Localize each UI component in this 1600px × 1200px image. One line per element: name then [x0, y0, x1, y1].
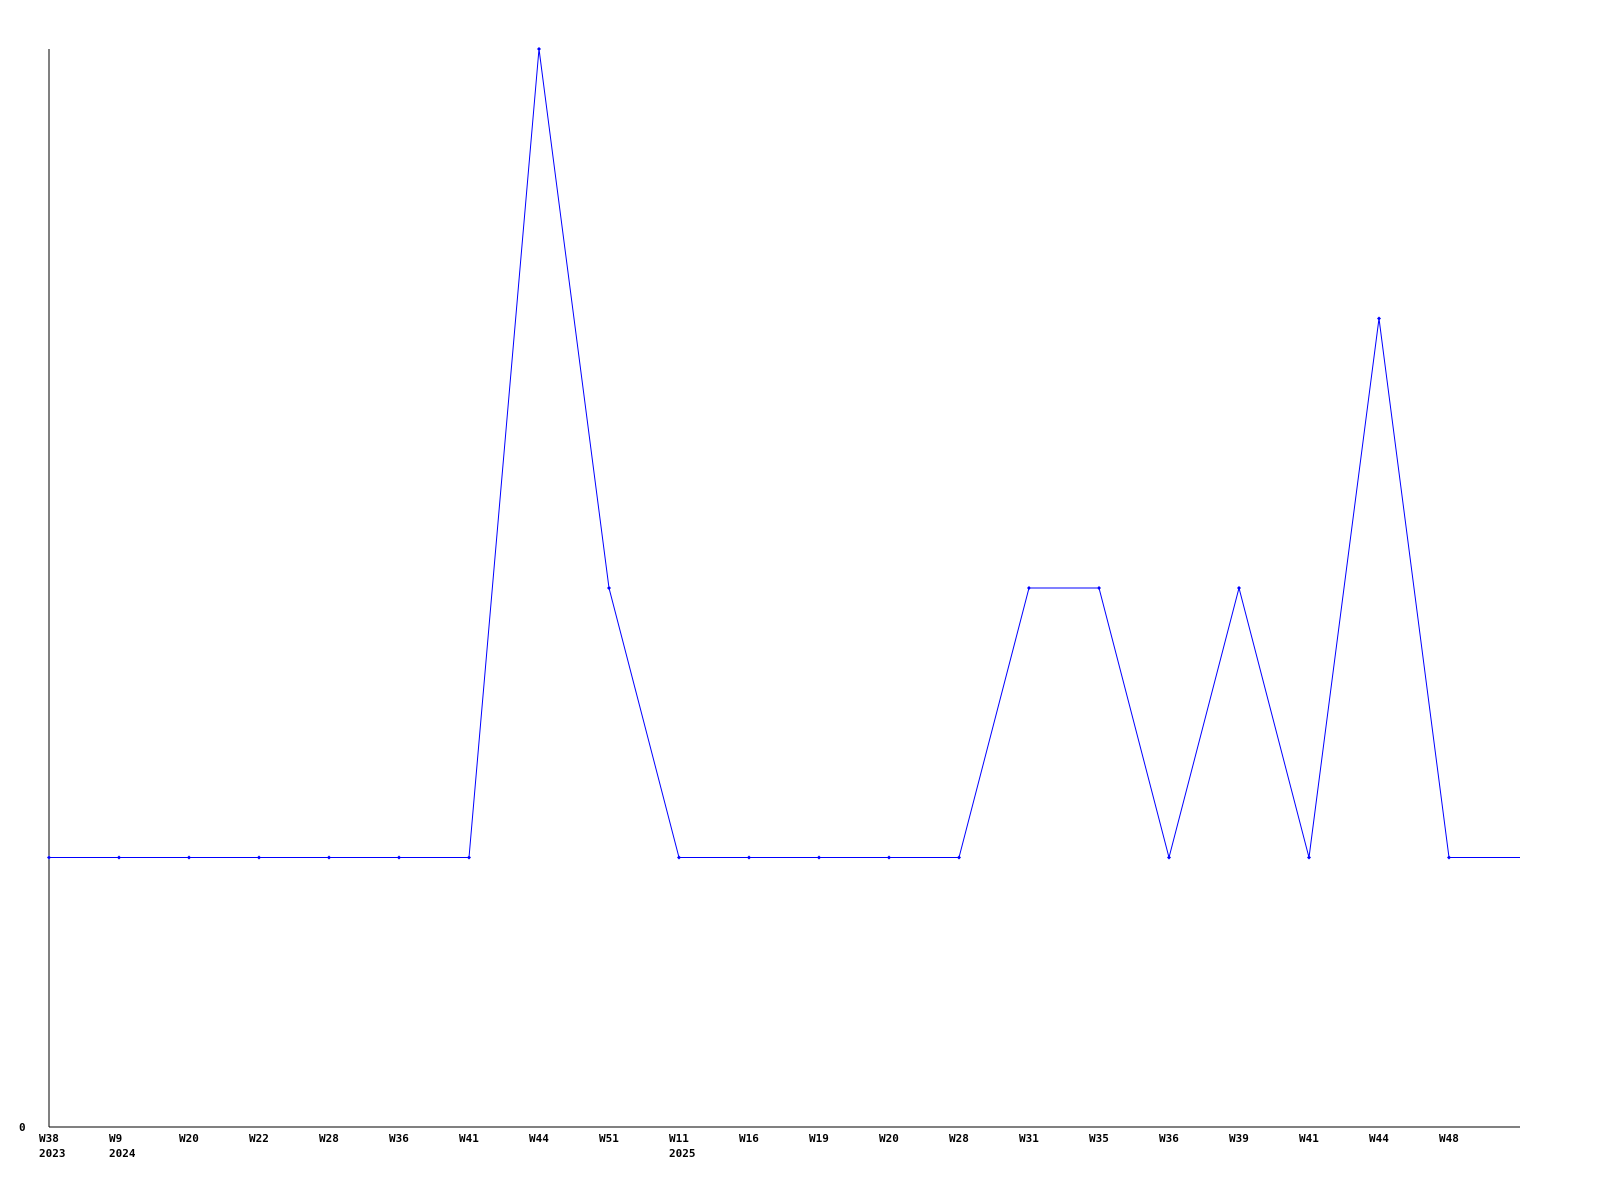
y-tick-label: 0 [19, 1121, 26, 1134]
x-tick-label: W20 [179, 1132, 199, 1145]
data-point [677, 855, 681, 860]
data-point [1447, 855, 1451, 860]
data-point [747, 855, 751, 860]
data-point [187, 855, 191, 860]
data-point [467, 855, 471, 860]
series-line [49, 48, 1520, 860]
data-point [537, 47, 541, 51]
x-tick-label: W35 [1089, 1132, 1109, 1145]
x-tick-label: W39 [1229, 1132, 1249, 1145]
x-year-label: 2025 [669, 1147, 696, 1160]
data-point [607, 586, 611, 590]
x-tick-label: W36 [1159, 1132, 1179, 1145]
x-year-label: 2023 [39, 1147, 66, 1160]
data-point [1307, 855, 1311, 860]
x-tick-label: W44 [1369, 1132, 1389, 1145]
data-point [257, 855, 261, 860]
x-tick-label: W28 [319, 1132, 339, 1145]
x-year-label: 2024 [109, 1147, 136, 1160]
x-tick-label: W48 [1439, 1132, 1459, 1145]
data-point [47, 855, 51, 860]
x-tick-label: W31 [1019, 1132, 1039, 1145]
x-tick-label: W9 [109, 1132, 122, 1145]
data-point [327, 855, 331, 860]
x-tick-label: W41 [459, 1132, 479, 1145]
x-tick-label: W36 [389, 1132, 409, 1145]
data-point [1097, 586, 1101, 590]
x-tick-label: W22 [249, 1132, 269, 1145]
x-tick-label: W20 [879, 1132, 899, 1145]
x-tick-label: W19 [809, 1132, 829, 1145]
x-tick-label: W44 [529, 1132, 549, 1145]
data-point [117, 855, 121, 860]
data-point [817, 855, 821, 860]
data-point [1027, 586, 1031, 590]
x-tick-label: W38 [39, 1132, 59, 1145]
x-tick-label: W11 [669, 1132, 689, 1145]
x-tick-label: W51 [599, 1132, 619, 1145]
data-point [397, 855, 401, 860]
x-tick-label: W16 [739, 1132, 759, 1145]
data-point [957, 855, 961, 860]
data-point [887, 855, 891, 860]
data-point [1167, 855, 1171, 860]
x-tick-label: W28 [949, 1132, 969, 1145]
data-point [1237, 586, 1241, 590]
x-tick-label: W41 [1299, 1132, 1319, 1145]
data-point [1377, 316, 1381, 321]
